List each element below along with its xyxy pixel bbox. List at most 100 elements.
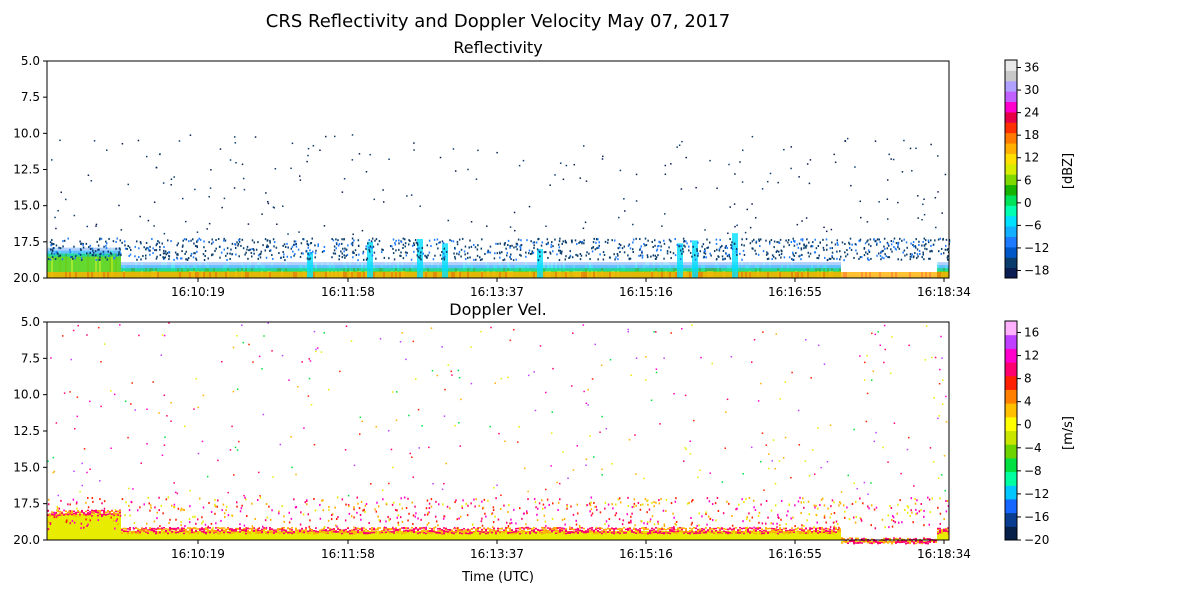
colorbar-segment [1005, 321, 1017, 336]
colorbar-segment [1005, 375, 1017, 390]
x-tick-label: 16:11:58 [321, 547, 375, 561]
colorbar-segment [1005, 60, 1017, 71]
colorbar-segment [1005, 205, 1017, 217]
colorbar-tick-label: −20 [1024, 533, 1049, 547]
colorbar-segment [1005, 111, 1017, 123]
x-tick-label: 16:15:16 [619, 285, 673, 299]
colorbar-segment [1005, 498, 1017, 514]
colorbar-tick-label: 16 [1024, 326, 1039, 340]
y-tick-label: 7.5 [21, 90, 40, 104]
doppler-y-axis: 5.0 7.5 10.0 12.5 15.0 17.5 20.0 [13, 315, 47, 547]
x-tick-label: 16:16:55 [768, 547, 822, 561]
y-tick-label: 15.0 [13, 199, 40, 213]
colorbar-segment [1005, 362, 1017, 377]
reflectivity-plot-area [46, 60, 951, 279]
x-tick-label: 16:10:19 [171, 547, 225, 561]
y-tick-label: 10.0 [13, 126, 40, 140]
colorbar-segment [1005, 471, 1017, 486]
doppler-panel: Doppler Vel. 5.07.510.012.515.017.520.0 … [13, 300, 1076, 561]
colorbar-frame [1004, 59, 1018, 279]
colorbar-tick-label: 24 [1024, 106, 1039, 120]
colorbar-segment [1005, 70, 1017, 82]
colorbar-tick-label: −4 [1024, 441, 1042, 455]
y-tick-label: 20.0 [13, 533, 40, 547]
colorbar-segment [1005, 153, 1017, 165]
reflectivity-title: Reflectivity [453, 38, 542, 57]
reflectivity-colorbar: 36 30 24 18 12 6 0 −6 −12 −18 [1004, 59, 1049, 279]
doppler-colorbar: 16 12 8 4 0 −4 −8 −12 −16 −20 [1004, 320, 1049, 547]
colorbar-segment [1005, 334, 1017, 349]
colorbar-segment [1005, 101, 1017, 113]
x-tick-label: 16:18:34 [917, 285, 971, 299]
doppler-field [47, 322, 950, 545]
colorbar-segment [1005, 526, 1017, 541]
colorbar-tick-label: 12 [1024, 349, 1039, 363]
colorbar-segment [1005, 194, 1017, 206]
x-tick-label: 16:13:37 [470, 547, 524, 561]
colorbar-segment [1005, 512, 1017, 527]
colorbar-tick-label: −6 [1024, 218, 1042, 232]
y-tick-label: 12.5 [13, 163, 40, 177]
doppler-title: Doppler Vel. [449, 300, 546, 319]
colorbar-segment [1005, 348, 1017, 363]
y-tick-label: 12.5 [13, 424, 40, 438]
colorbar-segment [1005, 122, 1017, 134]
colorbar-tick-label: 12 [1024, 151, 1039, 165]
y-tick-label: 17.5 [13, 497, 40, 511]
doppler-x-axis: 16:10:19 16:11:58 16:13:37 16:15:16 16:16:55… [171, 540, 971, 561]
reflectivity-field [47, 134, 951, 278]
colorbar-segment [1005, 257, 1017, 269]
colorbar-tick-label: 4 [1024, 395, 1032, 409]
x-tick-label: 16:10:19 [171, 285, 225, 299]
colorbar-segment [1005, 403, 1017, 418]
colorbar-segment [1005, 267, 1017, 279]
reflectivity-panel: Reflectivity 5.07.510.012.515.017.520.0 … [13, 38, 1076, 299]
colorbar-segment [1005, 163, 1017, 175]
colorbar-segment [1005, 91, 1017, 103]
y-tick-label: 15.0 [13, 460, 40, 474]
colorbar-segment [1005, 143, 1017, 154]
colorbar-tick-label: 8 [1024, 372, 1032, 386]
colorbar-tick-label: −12 [1024, 487, 1049, 501]
colorbar-segment [1005, 389, 1017, 404]
y-tick-label: 20.0 [13, 271, 40, 285]
colorbar-tick-label: −18 [1024, 263, 1049, 277]
colorbar-segment [1005, 430, 1017, 445]
axes-frame [46, 321, 950, 541]
x-tick-label: 16:13:37 [470, 285, 524, 299]
y-tick-label: 10.0 [13, 388, 40, 402]
colorbar-segment [1005, 80, 1017, 92]
colorbar-segment [1005, 444, 1017, 459]
colorbar-segment [1005, 236, 1017, 248]
colorbar-tick-label: 0 [1024, 418, 1032, 432]
x-axis-label: Time (UTC) [461, 570, 534, 585]
figure-title: CRS Reflectivity and Doppler Velocity Ma… [266, 11, 730, 32]
colorbar-segment [1005, 416, 1017, 431]
colorbar-tick-label: −8 [1024, 464, 1042, 478]
colorbar-segment [1005, 226, 1017, 237]
y-tick-label: 5.0 [21, 315, 40, 329]
colorbar-segment [1005, 246, 1017, 258]
colorbar-tick-label: 30 [1024, 83, 1039, 97]
colorbar-segment [1005, 184, 1017, 196]
colorbar-tick-label: 0 [1024, 196, 1032, 210]
colorbar-segment [1005, 132, 1017, 144]
colorbar-tick-label: 36 [1024, 61, 1039, 75]
y-tick-label: 7.5 [21, 351, 40, 365]
x-tick-label: 16:11:58 [321, 285, 375, 299]
colorbar-segment [1005, 174, 1017, 186]
colorbar-tick-label: −16 [1024, 510, 1049, 524]
y-tick-label: 17.5 [13, 235, 40, 249]
colorbar-tick-label: 18 [1024, 128, 1039, 142]
x-tick-label: 16:15:16 [619, 547, 673, 561]
colorbar-segment [1005, 215, 1017, 227]
x-tick-label: 16:16:55 [768, 285, 822, 299]
colorbar-segment [1005, 457, 1017, 473]
reflectivity-colorbar-label: [dBZ] [1061, 153, 1076, 189]
reflectivity-x-axis: 16:10:19 16:11:58 16:13:37 16:15:16 16:16:55… [171, 278, 971, 299]
x-tick-label: 16:18:34 [917, 547, 971, 561]
colorbar-segment [1005, 485, 1017, 500]
y-tick-label: 5.0 [21, 54, 40, 68]
doppler-plot-area [46, 321, 950, 545]
